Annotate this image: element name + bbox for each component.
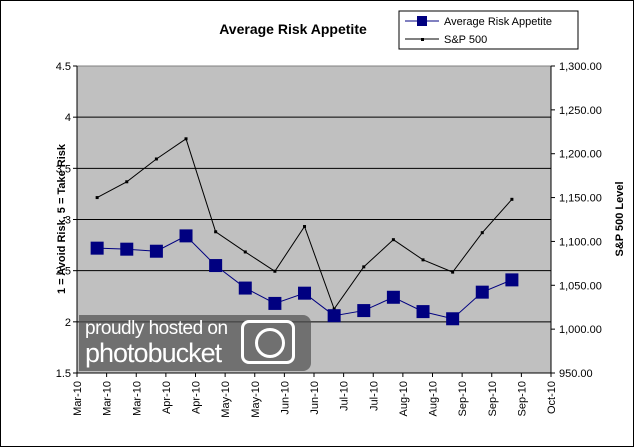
risk-point xyxy=(268,296,282,310)
y2-tick-label: 1,250.00 xyxy=(559,105,602,117)
y-tick-label: 4.5 xyxy=(56,61,71,73)
camera-icon xyxy=(241,320,295,364)
y-tick-label: 4 xyxy=(65,112,71,124)
y-tick-label: 3 xyxy=(65,215,71,227)
chart-title: Average Risk Appetite xyxy=(219,21,367,37)
risk-point xyxy=(209,259,223,273)
y2-tick-label: 1,150.00 xyxy=(559,193,602,205)
risk-point xyxy=(416,305,430,319)
sp500-point xyxy=(154,157,158,161)
y-tick-label: 3.5 xyxy=(56,163,71,175)
x-tick-label: Jun-10 xyxy=(309,381,321,415)
risk-point xyxy=(179,229,193,243)
x-tick-label: Jul-10 xyxy=(368,381,380,411)
x-tick-label: Sep-10 xyxy=(487,381,499,416)
sp500-point xyxy=(214,230,218,234)
sp500-point xyxy=(332,307,336,311)
legend: Average Risk Appetite S&P 500 xyxy=(398,10,579,50)
sp500-point xyxy=(95,196,99,200)
x-tick-label: Jul-10 xyxy=(339,381,351,411)
sp500-point xyxy=(510,197,514,201)
legend-label-sp500: S&P 500 xyxy=(444,34,487,46)
sp500-point xyxy=(391,238,395,242)
risk-point xyxy=(505,273,519,287)
x-tick-label: Mar-10 xyxy=(131,381,143,416)
risk-point xyxy=(149,244,163,258)
risk-point xyxy=(446,312,460,326)
y2-tick-label: 1,300.00 xyxy=(559,61,602,73)
legend-label-risk: Average Risk Appetite xyxy=(444,16,552,28)
legend-marker-sp500 xyxy=(421,38,424,41)
y2-tick-label: 1,100.00 xyxy=(559,236,602,248)
x-tick-label: Sep-10 xyxy=(457,381,469,416)
x-tick-label: Apr-10 xyxy=(161,381,173,414)
x-tick-label: Oct-10 xyxy=(546,381,558,414)
photobucket-watermark: proudly hosted on photobucket xyxy=(79,315,311,371)
sp500-point xyxy=(451,270,455,274)
legend-marker-risk xyxy=(417,16,427,26)
risk-point xyxy=(120,242,134,256)
x-tick-label: Mar-10 xyxy=(102,381,114,416)
risk-point xyxy=(475,285,489,299)
watermark-line2: photobucket xyxy=(85,338,222,368)
x-tick-label: Sep-10 xyxy=(516,381,528,416)
y2-tick-label: 1,000.00 xyxy=(559,324,602,336)
y2-tick-label: 1,050.00 xyxy=(559,280,602,292)
y-axis-label: 1 = Avoid Risk, 5 = Take Risk xyxy=(56,143,68,294)
sp500-point xyxy=(421,258,425,262)
risk-point xyxy=(357,304,371,318)
y-tick-label: 2.5 xyxy=(56,266,71,278)
sp500-point xyxy=(243,250,247,254)
y-tick-label: 2 xyxy=(65,317,71,329)
sp500-point xyxy=(125,180,129,184)
x-tick-label: May-10 xyxy=(250,381,262,418)
x-tick-label: Jun-10 xyxy=(279,381,291,415)
risk-point xyxy=(238,281,252,295)
x-tick-label: Aug-10 xyxy=(428,381,440,416)
sp500-point xyxy=(480,231,484,235)
sp500-point xyxy=(184,137,188,141)
x-tick-label: Mar-10 xyxy=(72,381,84,416)
sp500-point xyxy=(362,265,366,269)
sp500-point xyxy=(273,269,277,273)
x-tick-label: Apr-10 xyxy=(191,381,203,414)
risk-point xyxy=(90,241,104,255)
x-tick-label: Aug-10 xyxy=(398,381,410,416)
sp500-point xyxy=(303,225,307,229)
risk-point xyxy=(386,290,400,304)
y2-tick-label: 950.00 xyxy=(559,368,593,380)
watermark-line1: proudly hosted on xyxy=(85,318,228,339)
y2-axis-label: S&P 500 Level xyxy=(614,181,626,256)
risk-point xyxy=(327,309,341,323)
y-tick-label: 1.5 xyxy=(56,368,71,380)
y2-tick-label: 1,200.00 xyxy=(559,149,602,161)
x-tick-label: May-10 xyxy=(220,381,232,418)
risk-point xyxy=(298,286,312,300)
